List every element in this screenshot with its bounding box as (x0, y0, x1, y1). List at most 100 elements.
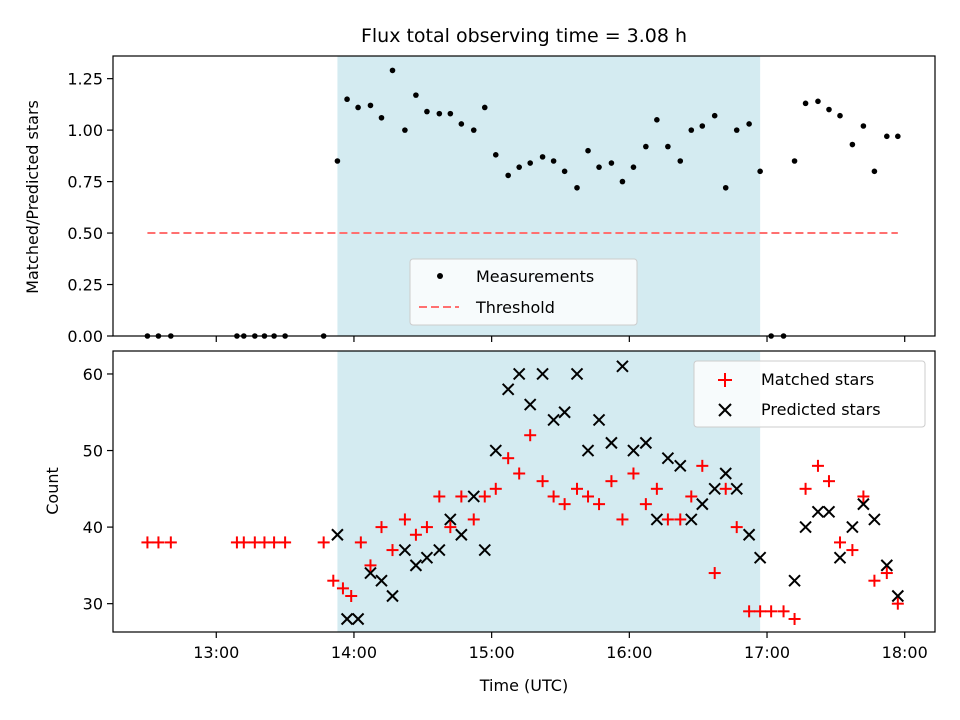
predicted-star-stroke-b (570, 367, 584, 381)
measurement-point (802, 100, 809, 107)
predicted-star-stroke-b (661, 451, 675, 465)
top-legend: Measurements Threshold (409, 258, 638, 326)
matched-star-point (730, 521, 743, 534)
predicted-star-point (639, 436, 653, 450)
predicted-star-point (523, 398, 537, 411)
matched-star-point (237, 536, 250, 549)
measurement-point (424, 108, 430, 115)
measurement-point (665, 143, 671, 150)
predicted-star-stroke-b (375, 574, 388, 587)
predicted-star-point (857, 497, 870, 511)
bottom-legend: Matched stars Predicted stars (693, 360, 926, 428)
matched-star-point (880, 567, 893, 580)
measurement-point (654, 117, 660, 123)
predicted-star-stroke-b (455, 528, 468, 541)
predicted-star-point (592, 413, 606, 427)
measurement-point (837, 112, 843, 119)
y-tick-label: 60 (83, 365, 103, 384)
matched-star-point (811, 459, 824, 472)
measurement-point (596, 164, 602, 170)
predicted-star-point (420, 551, 434, 564)
measurement-point (699, 123, 706, 129)
x-tick-label: 14:00 (331, 643, 377, 662)
predicted-star-stroke-b (501, 383, 515, 396)
matched-star-point (674, 513, 687, 526)
y-tick-label: 1.00 (67, 121, 103, 140)
predicted-star-point (489, 444, 502, 457)
predicted-star-point (788, 574, 801, 587)
measurement-point (550, 158, 557, 164)
predicted-star-point (558, 406, 571, 419)
legend-threshold-label: Threshold (475, 298, 555, 317)
measurement-point (860, 123, 867, 129)
predicted-star-stroke-b (639, 436, 653, 450)
matched-star-point (696, 459, 709, 472)
predicted-star-point (616, 360, 629, 373)
matched-star-point (743, 605, 756, 618)
measurement-point (608, 160, 615, 166)
predicted-star-point (398, 543, 412, 557)
predicted-star-stroke-b (719, 467, 732, 480)
measurement-point (677, 158, 684, 164)
matched-star-point (708, 567, 721, 580)
bottom-y-ticks: 30 40 50 60 (83, 365, 113, 614)
top-legend-box (409, 258, 638, 326)
bottom-axes-frame (112, 350, 936, 633)
matched-star-point (327, 574, 340, 587)
predicted-star-point (501, 383, 515, 396)
measurement-point (436, 110, 443, 117)
matched-star-point (547, 490, 560, 503)
matched-star-point (605, 475, 618, 488)
matched-star-point (868, 574, 881, 587)
x-axis-label: Time (UTC) (479, 676, 568, 695)
predicted-star-point (386, 589, 399, 603)
predicted-star-stroke-b (409, 559, 423, 572)
matched-star-point (846, 544, 859, 557)
measurement-points (144, 67, 901, 339)
matched-stars-points (141, 429, 904, 625)
predicted-star-stroke-b (846, 520, 859, 534)
matched-star-point (593, 498, 606, 511)
predicted-star-point (536, 367, 549, 381)
predicted-star-stroke-b (627, 444, 640, 457)
measurement-point (355, 104, 361, 111)
measurement-point (826, 106, 832, 113)
matched-star-point (650, 482, 663, 495)
measurement-point (815, 98, 821, 105)
measurement-point (574, 184, 580, 191)
predicted-star-point (880, 559, 894, 572)
matched-star-point (354, 536, 367, 549)
measurement-point (630, 164, 637, 170)
predicted-star-stroke-b (340, 612, 354, 626)
measurement-point (447, 110, 454, 117)
predicted-star-point (581, 444, 595, 457)
matched-star-point (409, 528, 422, 541)
predicted-star-point (364, 566, 377, 580)
matched-star-point (141, 536, 154, 549)
top-axes-frame (112, 55, 936, 337)
matched-star-point (891, 597, 904, 610)
x-tick-label: 15:00 (469, 643, 515, 662)
measurement-point (458, 121, 465, 127)
predicted-star-point (605, 436, 618, 450)
measurement-point (505, 172, 511, 179)
top-panel: 0.00 0.25 0.50 0.75 1.00 1.25 Matched/Predict… (23, 55, 936, 346)
matched-star-point (279, 536, 292, 549)
measurement-point (389, 67, 396, 74)
predicted-star-point (547, 413, 560, 427)
measurement-point (643, 143, 649, 150)
predicted-star-stroke-b (478, 543, 491, 557)
predicted-star-stroke-b (351, 612, 365, 626)
predicted-star-point (799, 520, 812, 534)
measurement-point (481, 104, 488, 111)
predicted-star-point (811, 505, 825, 518)
predicted-star-stroke-b (489, 444, 502, 457)
measurement-point (711, 112, 718, 119)
predicted-star-stroke-b (708, 482, 721, 496)
measurement-point (619, 178, 626, 185)
measurement-point (367, 102, 374, 109)
y-tick-label: 40 (83, 518, 103, 537)
measurement-point (722, 184, 729, 191)
measurement-point (791, 158, 798, 164)
measurement-point (871, 168, 878, 175)
